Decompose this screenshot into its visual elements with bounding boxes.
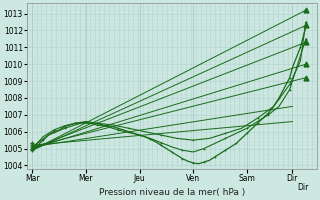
Text: Dir: Dir (297, 183, 309, 192)
X-axis label: Pression niveau de la mer( hPa ): Pression niveau de la mer( hPa ) (99, 188, 245, 197)
